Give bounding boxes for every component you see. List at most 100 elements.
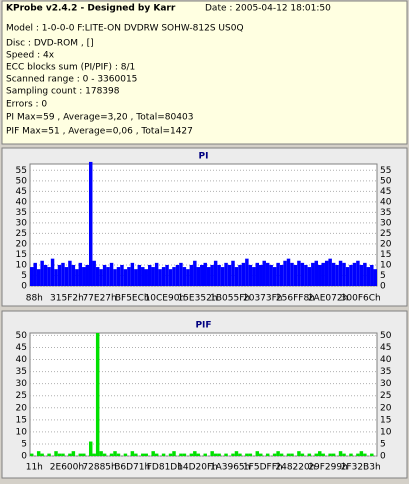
info-line: Model : 1-0-0-0 F:LITE-ON DVDRW SOHW-812… — [6, 24, 244, 34]
bar — [47, 267, 51, 286]
x-tick-label: 1B055Fh — [210, 294, 250, 304]
y2-tick-label: 0 — [380, 282, 386, 292]
bar — [356, 453, 360, 456]
x-tick-label: 256FF8h — [276, 294, 315, 304]
bar — [314, 453, 319, 456]
bar — [54, 269, 58, 286]
x-tick-label: 248220h — [275, 463, 315, 473]
y-tick-label: 0 — [21, 282, 27, 292]
bar — [30, 453, 34, 456]
bar — [328, 258, 332, 286]
y-tick-label: 30 — [16, 218, 28, 228]
bar — [328, 453, 332, 456]
bar — [78, 262, 83, 286]
bar — [331, 453, 336, 456]
bar — [172, 267, 176, 286]
bar — [363, 453, 367, 456]
info-line: ECC blocks sum (PI/PIF) : 8/1 — [6, 63, 135, 73]
bar — [245, 453, 249, 456]
bar — [200, 264, 204, 286]
info-line: Disc : DVD-ROM , [] — [6, 39, 94, 49]
bar — [210, 451, 214, 456]
x-tick-label: FD81Dh — [147, 463, 183, 473]
y-tick-label: 45 — [16, 187, 27, 197]
bar — [82, 267, 86, 286]
y-tick-label: 55 — [16, 166, 27, 176]
bar — [234, 267, 239, 286]
y-tick-label: 20 — [16, 239, 28, 249]
bar — [175, 264, 180, 286]
bar — [349, 453, 353, 456]
x-tick-label: 11h — [26, 463, 43, 473]
bar — [50, 258, 55, 286]
y2-tick-label: 25 — [380, 229, 391, 239]
bar — [279, 453, 284, 456]
bar — [151, 451, 155, 456]
bar — [248, 453, 253, 456]
bar — [134, 453, 138, 456]
bar — [130, 451, 135, 456]
bar — [269, 264, 273, 286]
bar — [64, 267, 69, 286]
bar — [43, 264, 48, 286]
app-title: KProbe v2.4.2 - Designed by Karr — [6, 4, 176, 14]
bar — [168, 269, 173, 286]
x-tick-label: 300F6Ch — [341, 294, 381, 304]
bar — [248, 264, 253, 286]
bar — [234, 451, 239, 456]
bar — [120, 264, 124, 286]
y2-tick-label: 50 — [380, 331, 392, 341]
x-tick-label: 29F299h — [308, 463, 348, 473]
y2-tick-label: 15 — [380, 415, 391, 425]
bar — [40, 453, 44, 456]
bar — [238, 264, 242, 286]
bar — [286, 258, 291, 286]
bar — [130, 262, 135, 286]
bar — [307, 267, 312, 286]
x-tick-label: 72885h — [82, 463, 116, 473]
y2-tick-label: 20 — [380, 403, 392, 413]
y2-tick-label: 0 — [380, 452, 386, 462]
date: Date : 2005-04-12 18:01:50 — [205, 4, 331, 14]
bar — [92, 453, 96, 456]
bar — [116, 453, 121, 456]
bar — [259, 264, 263, 286]
info-line: PI Max=59 , Average=3,20 , Total=80403 — [6, 113, 193, 123]
y-tick-label: 50 — [16, 176, 28, 186]
bar — [297, 260, 301, 286]
bar — [82, 453, 86, 456]
bar — [109, 262, 114, 286]
bar — [356, 260, 360, 286]
x-tick-label: 1A3965h — [210, 463, 251, 473]
bar — [196, 453, 201, 456]
y2-tick-label: 15 — [380, 250, 391, 260]
bar — [30, 267, 34, 286]
bar — [61, 262, 65, 286]
bar — [95, 267, 100, 286]
bar — [286, 453, 291, 456]
bar — [206, 267, 211, 286]
bar — [85, 264, 89, 286]
y2-tick-label: 45 — [380, 187, 391, 197]
bar — [88, 441, 93, 456]
bar — [144, 453, 148, 456]
y-tick-label: 35 — [16, 208, 27, 218]
bar — [102, 264, 107, 286]
x-tick-label: 1F5DFFh — [243, 463, 283, 473]
bar — [141, 453, 145, 456]
y2-tick-label: 40 — [380, 197, 392, 207]
y-tick-label: 5 — [21, 439, 27, 449]
bar — [151, 267, 155, 286]
x-tick-label: 15E352h — [177, 294, 217, 304]
bar — [161, 453, 166, 456]
bar — [147, 264, 152, 286]
bar — [88, 161, 93, 286]
bar — [342, 453, 346, 456]
bar — [189, 264, 194, 286]
info-line: Sampling count : 178398 — [6, 87, 120, 97]
y-tick-label: 5 — [21, 271, 27, 281]
bar — [217, 453, 221, 456]
bar — [265, 453, 270, 456]
bar — [196, 267, 201, 286]
bar — [276, 262, 280, 286]
